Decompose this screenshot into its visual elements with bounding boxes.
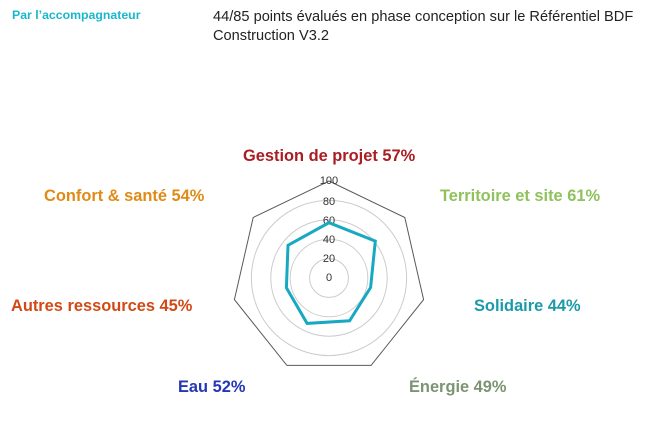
svg-text:100: 100	[320, 175, 338, 187]
svg-text:80: 80	[323, 196, 335, 208]
svg-text:40: 40	[323, 234, 335, 246]
svg-text:20: 20	[323, 253, 335, 265]
svg-text:0: 0	[326, 272, 332, 284]
